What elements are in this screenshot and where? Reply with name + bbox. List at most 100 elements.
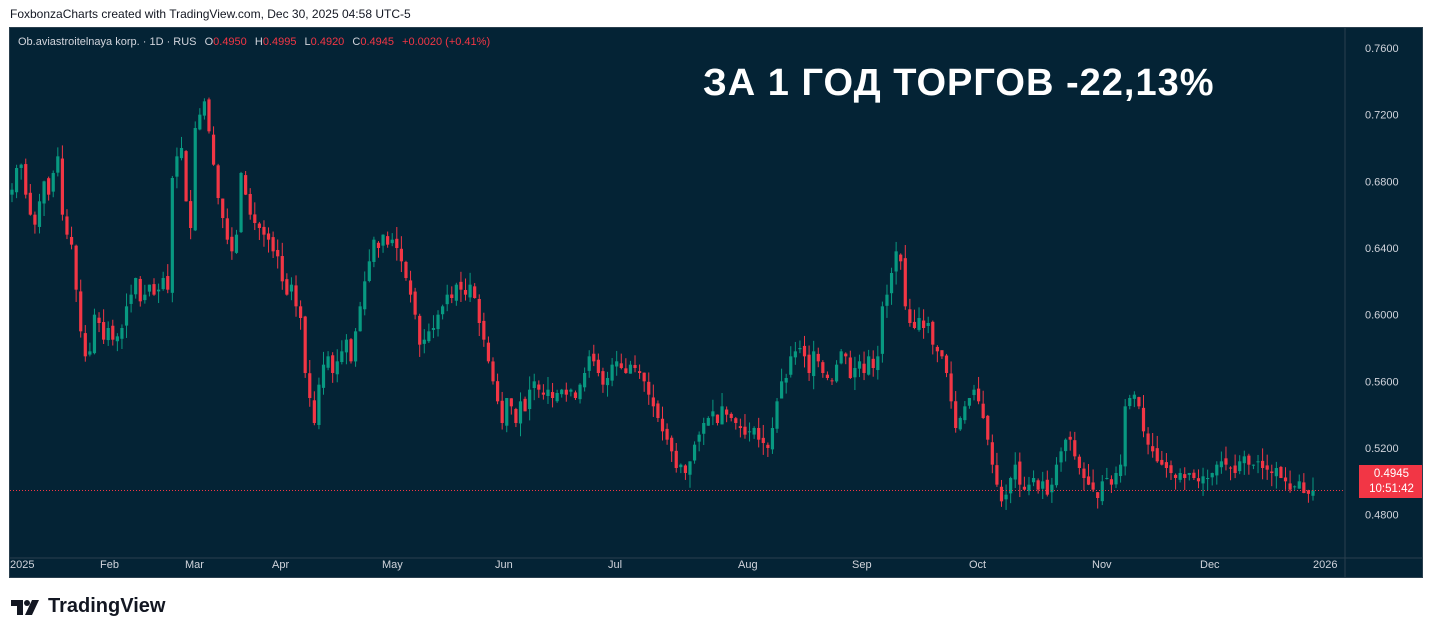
candle-body — [857, 361, 862, 369]
x-tick-label: May — [382, 559, 403, 571]
candle-body — [1219, 461, 1223, 468]
candle-body — [1297, 481, 1301, 489]
price-chart[interactable]: 0.7600 0.7200 0.6800 0.6400 0.6000 0.5600 0.52… — [10, 28, 1423, 578]
candle-body — [211, 134, 216, 165]
candle-body — [79, 291, 83, 332]
candle-body — [1036, 480, 1040, 490]
candle-body — [1261, 460, 1265, 468]
candle-body — [1091, 482, 1095, 490]
candle-body — [321, 364, 326, 388]
candle-body — [1201, 476, 1205, 484]
candle-body — [37, 201, 42, 227]
candle-body — [976, 388, 981, 402]
candle-body — [1068, 436, 1072, 440]
candle-body — [422, 339, 426, 344]
candle-body — [844, 353, 848, 357]
candle-body — [954, 401, 958, 428]
candle-body — [221, 198, 225, 218]
candle-body — [830, 380, 834, 382]
candle-body — [372, 239, 376, 262]
chart-frame[interactable]: 0.7600 0.7200 0.6800 0.6400 0.6000 0.5600 0.52… — [9, 27, 1423, 578]
candle-body — [111, 325, 115, 340]
low-value: 0.4920 — [310, 36, 345, 48]
candle-body — [102, 322, 106, 340]
candle-body — [995, 465, 999, 485]
tradingview-logo[interactable]: TradingView — [11, 595, 165, 618]
candle-body — [1270, 471, 1274, 473]
candle-body — [615, 361, 619, 367]
candle-body — [990, 442, 994, 465]
candle-body — [986, 415, 990, 440]
candle-body — [1210, 473, 1214, 478]
candle-body — [757, 427, 761, 440]
candle-body — [10, 189, 14, 195]
candle-body — [839, 351, 843, 364]
candle-body — [546, 389, 550, 397]
candle-body — [161, 278, 165, 290]
candle-body — [1109, 479, 1114, 485]
candle-body — [450, 294, 454, 298]
candle-body — [518, 401, 523, 424]
candle-body — [729, 413, 733, 418]
candle-body — [505, 398, 509, 426]
low-key: L — [304, 36, 311, 48]
candle-body — [1169, 465, 1173, 473]
tradingview-logo-icon — [11, 599, 39, 615]
candle-body — [42, 181, 46, 204]
candle-body — [981, 403, 985, 418]
candle-body — [853, 368, 857, 378]
candle-body — [69, 236, 74, 245]
candle-body — [74, 245, 78, 290]
candle-body — [88, 351, 92, 355]
candle-body — [889, 273, 894, 294]
candle-body — [926, 323, 930, 326]
candle-body — [106, 328, 110, 341]
candle-body — [1077, 456, 1081, 468]
candle-body — [747, 431, 752, 433]
candle-body — [1118, 464, 1123, 477]
candle-body — [47, 178, 51, 195]
candle-body — [802, 345, 807, 357]
candle-body — [702, 423, 706, 434]
candle-body — [793, 351, 797, 358]
candle-body — [216, 165, 220, 198]
candle-body — [789, 356, 793, 375]
candle-body — [834, 364, 839, 382]
candle-body — [280, 256, 284, 282]
candle-body — [1132, 394, 1136, 399]
candle-body — [1031, 478, 1036, 483]
candle-body — [1100, 481, 1104, 502]
candle-body — [949, 373, 953, 402]
candle-body — [999, 486, 1004, 502]
candle-body — [285, 279, 289, 295]
candle-body — [1151, 446, 1155, 452]
candle-body — [138, 278, 142, 302]
candle-body — [97, 317, 101, 323]
x-tick-label: Apr — [272, 559, 289, 571]
candle-body — [711, 411, 715, 417]
candle-body — [184, 151, 188, 202]
candle-body — [651, 397, 655, 407]
candle-body — [1274, 468, 1278, 477]
candle-body — [1265, 465, 1269, 470]
candle-body — [1288, 483, 1292, 490]
candle-body — [1196, 478, 1201, 482]
y-tick-label: 0.6800 — [1365, 176, 1399, 188]
candle-body — [19, 164, 23, 168]
candle-body — [248, 193, 252, 215]
candle-body — [1228, 467, 1233, 469]
candle-body — [1022, 486, 1026, 490]
x-tick-label: Dec — [1200, 559, 1220, 571]
candle-body — [312, 400, 316, 423]
candle-body — [564, 389, 568, 395]
candle-body — [578, 384, 582, 400]
candle-body — [271, 237, 275, 252]
candle-body — [647, 381, 651, 395]
candle-body — [812, 351, 816, 377]
candle-body — [463, 290, 468, 295]
x-tick-label: 2026 — [1313, 559, 1337, 571]
candle-body — [867, 356, 871, 375]
candle-body — [601, 371, 605, 385]
candle-body — [83, 333, 87, 357]
candle-body — [234, 234, 239, 253]
